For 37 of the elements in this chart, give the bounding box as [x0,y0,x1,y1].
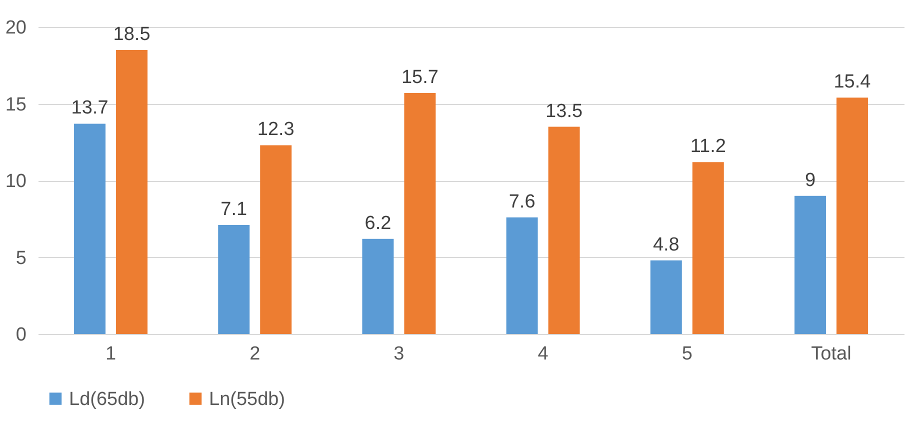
data-label: 7.6 [508,191,536,212]
x-tick-label: 1 [105,344,116,364]
bar [116,50,148,334]
data-label: 4.8 [652,234,680,256]
x-tick-label: 4 [538,344,549,364]
y-tick-label: 20 [5,18,26,38]
data-label: 12.3 [257,119,294,140]
y-tick-label: 15 [5,94,26,116]
x-tick-label: 5 [682,344,692,364]
data-label: 15.4 [834,72,872,93]
bar [836,98,868,334]
y-tick-label: 5 [16,248,26,269]
x-tick-label: 2 [250,344,260,364]
data-label: 13.5 [546,100,583,122]
bar [692,162,724,334]
bar [650,260,682,334]
legend-label: Ld(65db) [69,388,146,410]
bar [404,93,436,334]
data-label: 11.2 [690,136,726,158]
y-tick-label: 0 [16,324,26,346]
data-label: 18.5 [113,24,150,46]
data-label: 7.1 [220,199,248,220]
bar [548,126,580,334]
y-tick-label: 10 [5,171,26,192]
bar [794,196,826,334]
bar [362,238,394,334]
data-label: 9 [804,170,816,191]
data-label: 13.7 [71,98,108,119]
bar [506,217,538,334]
bar [260,145,292,334]
x-tick-label: Total [811,344,852,364]
legend-label: Ln(55db) [209,388,286,410]
data-label: 6.2 [364,212,392,234]
data-label: 15.7 [401,67,438,88]
x-tick-label: 3 [394,344,404,364]
bar [218,225,250,334]
bar [74,124,106,334]
